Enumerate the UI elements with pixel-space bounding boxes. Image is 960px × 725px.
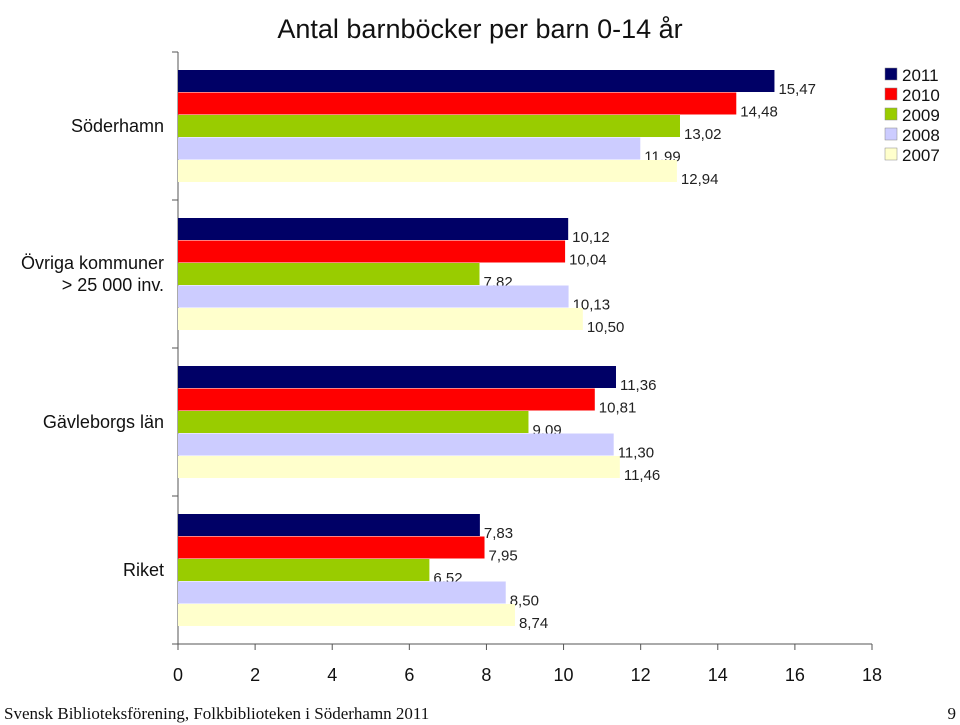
x-tick-label: 18 <box>862 665 882 685</box>
data-label: 15,47 <box>778 81 816 98</box>
data-label: 11,36 <box>620 377 656 394</box>
data-label: 10,50 <box>587 319 625 336</box>
x-tick-label: 8 <box>481 665 491 685</box>
x-tick-label: 6 <box>404 665 414 685</box>
bar <box>178 604 515 626</box>
category-label: Riket <box>123 560 164 580</box>
chart-title: Antal barnböcker per barn 0-14 år <box>277 14 682 44</box>
legend-swatch <box>884 67 898 81</box>
bar <box>178 160 677 182</box>
data-label: 7,83 <box>484 525 513 542</box>
x-tick-label: 16 <box>785 665 805 685</box>
bar <box>178 285 569 308</box>
footer: Svensk Biblioteksförening, Folkbibliotek… <box>4 704 956 724</box>
bar <box>178 115 680 137</box>
legend-swatch <box>884 107 898 121</box>
bar <box>178 92 737 115</box>
data-label: 13,02 <box>684 126 722 143</box>
legend-entry: 2009 <box>902 106 940 125</box>
x-tick-label: 12 <box>631 665 651 685</box>
data-label: 8,74 <box>519 615 548 632</box>
bar <box>178 308 583 330</box>
bar <box>178 137 641 160</box>
bar <box>178 536 485 559</box>
bar <box>178 263 480 285</box>
plot-area: 0 2 4 6 8 10 12 14 16 1815,4714,4813,0211,9912,94… <box>21 51 882 685</box>
footer-source: Svensk Biblioteksförening, Folkbibliotek… <box>4 704 430 723</box>
data-label: 10,81 <box>599 400 637 417</box>
x-tick-label: 2 <box>250 665 260 685</box>
category-label: Övriga kommuner <box>21 253 164 273</box>
category-label: Gävleborgs län <box>43 412 164 432</box>
category-label: > 25 000 inv. <box>62 275 164 295</box>
data-label: 8,50 <box>510 593 539 610</box>
data-label: 7,95 <box>489 548 518 565</box>
x-tick-label: 10 <box>554 665 574 685</box>
data-label: 12,94 <box>681 171 719 188</box>
category-label: Söderhamn <box>71 116 164 136</box>
legend-swatch <box>884 87 898 101</box>
data-label: 11,30 <box>618 445 654 462</box>
page-number: 9 <box>947 704 957 723</box>
bar <box>178 70 775 92</box>
data-label: 10,04 <box>569 252 607 269</box>
data-label: 10,12 <box>572 229 610 246</box>
data-label: 14,48 <box>740 104 778 121</box>
x-tick-label: 14 <box>708 665 728 685</box>
legend-entry: 2010 <box>902 86 940 105</box>
bar <box>178 581 506 604</box>
bar <box>178 514 480 536</box>
legend-entry: 2011 <box>902 66 939 85</box>
bar <box>178 218 569 240</box>
bar <box>178 240 566 263</box>
bar <box>178 388 595 411</box>
bar <box>178 433 614 456</box>
x-tick-label: 0 <box>173 665 183 685</box>
bar <box>178 559 430 581</box>
legend-entry: 2007 <box>902 146 940 165</box>
bar <box>178 456 620 478</box>
x-tick-label: 4 <box>327 665 337 685</box>
legend-entry: 2008 <box>902 126 940 145</box>
legend-swatch <box>884 147 898 161</box>
data-label: 11,46 <box>624 467 660 484</box>
legend-swatch <box>884 127 898 141</box>
bar <box>178 411 529 433</box>
bar <box>178 366 616 388</box>
